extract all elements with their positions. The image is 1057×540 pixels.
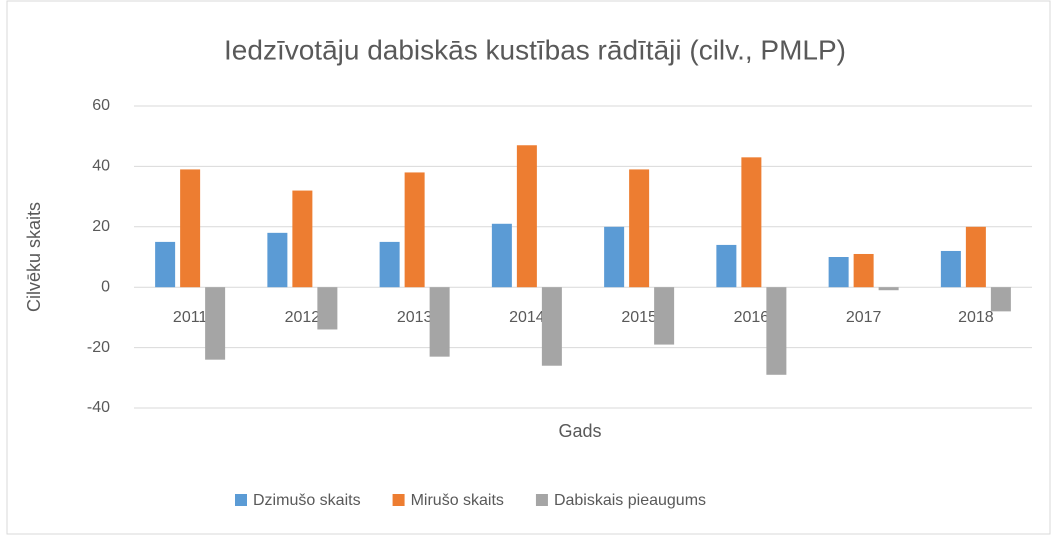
y-tick-label: -20: [87, 339, 110, 356]
legend-label: Mirušo skaits: [411, 492, 504, 509]
bar: [205, 287, 226, 360]
y-tick-label: 20: [92, 218, 110, 235]
bar: [853, 253, 874, 288]
y-tick-label: 40: [92, 158, 110, 175]
bar: [404, 172, 425, 288]
bar: [155, 241, 176, 288]
bar: [940, 250, 961, 288]
y-tick-label: -40: [87, 399, 110, 416]
x-tick-label: 2017: [846, 309, 882, 326]
legend-label: Dzimušo skaits: [253, 492, 361, 509]
bar: [429, 287, 450, 357]
x-tick-label: 2014: [509, 309, 545, 326]
x-tick-label: 2012: [285, 309, 321, 326]
legend-swatch: [235, 494, 247, 506]
bar: [317, 287, 338, 330]
bar: [379, 241, 400, 288]
bar: [292, 190, 313, 288]
x-tick-label: 2018: [958, 309, 994, 326]
x-tick-label: 2016: [734, 309, 770, 326]
x-tick-label: 2013: [397, 309, 433, 326]
bar: [766, 287, 787, 375]
x-tick-label: 2015: [621, 309, 657, 326]
bar: [180, 169, 201, 288]
legend-label: Dabiskais pieaugums: [554, 492, 706, 509]
bar: [629, 169, 650, 288]
bar: [965, 226, 986, 288]
bar: [716, 244, 737, 288]
bar: [516, 145, 537, 288]
bar: [654, 287, 675, 345]
x-tick-label: 2011: [173, 309, 208, 326]
y-tick-label: 60: [92, 97, 110, 114]
bar: [491, 223, 512, 288]
bar: [878, 287, 899, 291]
legend-swatch: [535, 494, 548, 506]
bar: [604, 226, 625, 288]
bar: [828, 257, 849, 288]
bar: [541, 287, 562, 366]
x-axis-label: Gads: [558, 421, 601, 441]
bar: [741, 157, 762, 288]
y-tick-label: 0: [101, 278, 110, 295]
y-axis-label: Cilvēku skaits: [24, 202, 44, 312]
bar: [267, 232, 288, 288]
bar: [990, 287, 1011, 312]
legend-swatch: [392, 494, 405, 506]
chart-title: Iedzīvotāju dabiskās kustības rādītāji (…: [224, 34, 846, 65]
